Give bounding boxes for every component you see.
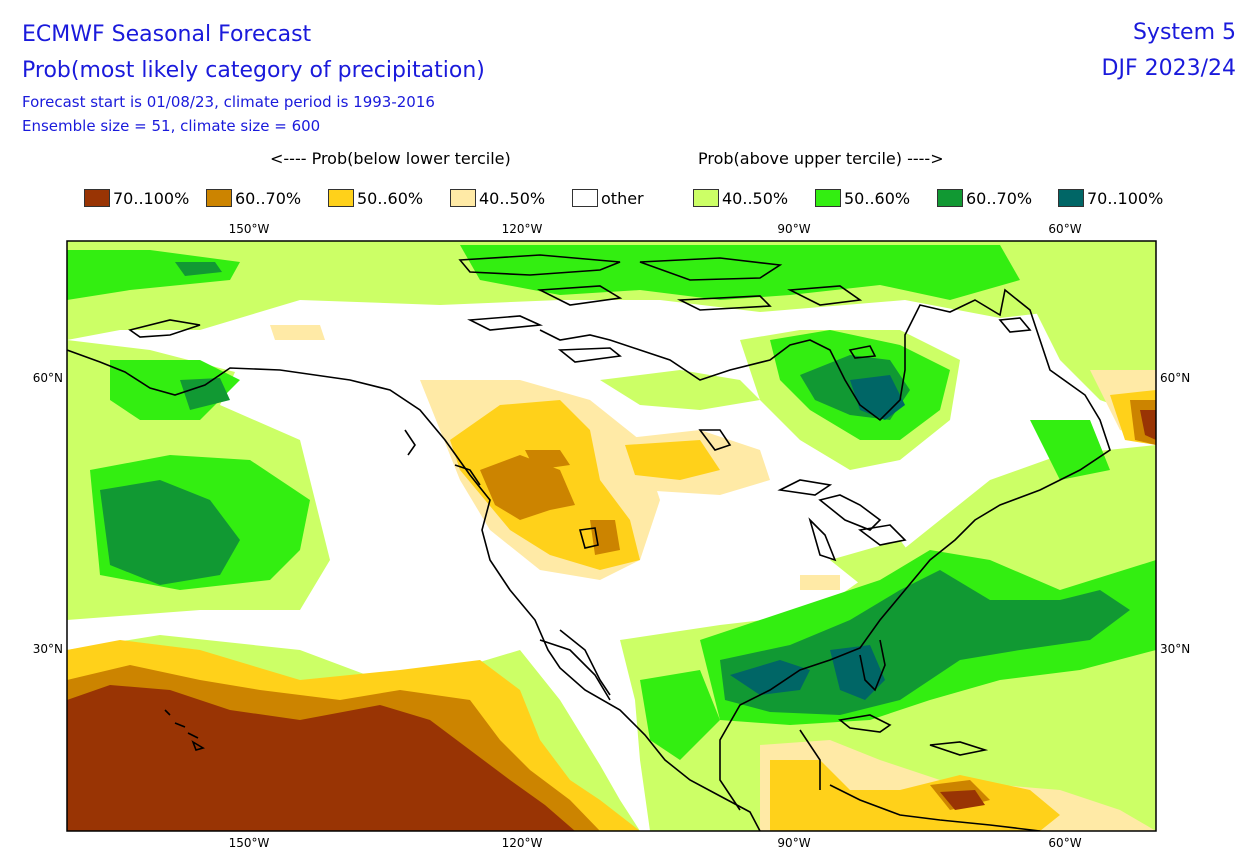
- forecast-info: Forecast start is 01/08/23, climate peri…: [22, 93, 435, 111]
- probability-fields: [67, 241, 1156, 831]
- legend-label: 70..100%: [1087, 188, 1164, 208]
- legend-label: 60..70%: [966, 188, 1033, 208]
- legend-item-below-50-60: 50..60%: [328, 186, 423, 210]
- legend-swatch: [815, 189, 841, 207]
- map-frame: [66, 240, 1157, 832]
- legend-label: other: [601, 188, 644, 208]
- lon-label-top: 120°W: [502, 222, 543, 236]
- field-below-70-100: [67, 410, 1156, 831]
- lat-label-right: 60°N: [1160, 371, 1190, 385]
- lon-label-bottom: 90°W: [777, 836, 810, 850]
- legend-label: 50..60%: [844, 188, 911, 208]
- lon-label-top: 150°W: [229, 222, 270, 236]
- legend-swatch: [693, 189, 719, 207]
- legend-above-header: Prob(above upper tercile) ---->: [698, 149, 944, 168]
- legend-label: 60..70%: [235, 188, 302, 208]
- longitude-labels: 150°W 120°W 90°W 60°W 150°W 120°W 90°W 6…: [229, 222, 1082, 850]
- legend-item-above-40-50: 40..50%: [693, 186, 788, 210]
- legend-swatch: [84, 189, 110, 207]
- legend-label: 50..60%: [357, 188, 424, 208]
- lon-label-top: 60°W: [1048, 222, 1081, 236]
- legend-swatch: [937, 189, 963, 207]
- lon-label-bottom: 150°W: [229, 836, 270, 850]
- legend-label: 40..50%: [722, 188, 789, 208]
- chart-title: ECMWF Seasonal Forecast: [22, 22, 312, 47]
- legend-swatch: [572, 189, 598, 207]
- legend-swatch: [450, 189, 476, 207]
- lat-label-left: 30°N: [33, 642, 63, 656]
- season-label: DJF 2023/24: [1101, 56, 1236, 81]
- latitude-labels: 60°N 30°N 60°N 30°N: [33, 371, 1191, 656]
- lon-label-top: 90°W: [777, 222, 810, 236]
- legend-item-other: other: [572, 186, 644, 210]
- lon-label-bottom: 120°W: [502, 836, 543, 850]
- legend-label: 70..100%: [113, 188, 190, 208]
- legend-item-above-60-70: 60..70%: [937, 186, 1032, 210]
- coastlines: [67, 254, 1111, 831]
- legend-item-below-60-70: 60..70%: [206, 186, 301, 210]
- legend-label: 40..50%: [479, 188, 546, 208]
- lat-label-right: 30°N: [1160, 642, 1190, 656]
- legend-item-below-70-100: 70..100%: [84, 186, 189, 210]
- ensemble-info: Ensemble size = 51, climate size = 600: [22, 117, 321, 135]
- legend-below-header: <---- Prob(below lower tercile): [270, 149, 511, 168]
- legend-item-above-50-60: 50..60%: [815, 186, 910, 210]
- legend-swatch: [1058, 189, 1084, 207]
- chart-subtitle: Prob(most likely category of precipitati…: [22, 58, 485, 83]
- system-label: System 5: [1132, 20, 1236, 45]
- legend-swatch: [206, 189, 232, 207]
- legend-item-below-40-50: 40..50%: [450, 186, 545, 210]
- lon-label-bottom: 60°W: [1048, 836, 1081, 850]
- field-above-70-100: [730, 375, 905, 700]
- lat-label-left: 60°N: [33, 371, 63, 385]
- legend-swatch: [328, 189, 354, 207]
- legend-item-above-70-100: 70..100%: [1058, 186, 1163, 210]
